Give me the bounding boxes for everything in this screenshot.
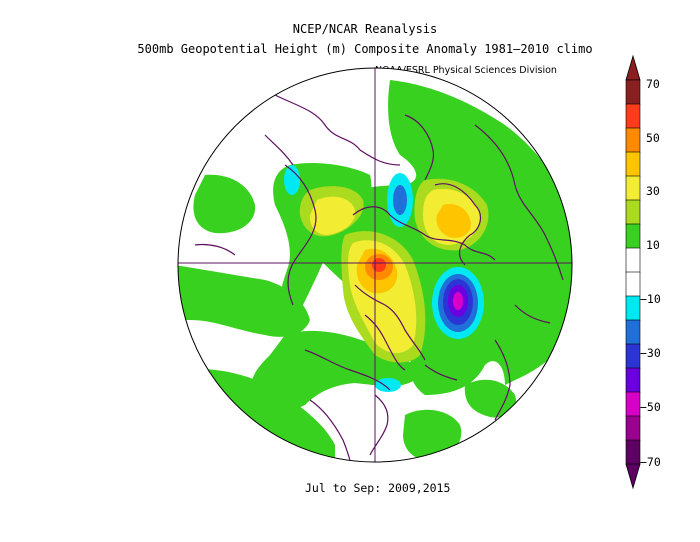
- colorbar-swatch: [625, 127, 641, 153]
- green-anomaly-region: [178, 265, 310, 337]
- magenta-anomaly-region: [453, 292, 463, 310]
- red-anomaly-region: [372, 258, 386, 272]
- cyan-anomaly-region: [284, 165, 300, 195]
- colorbar-tick-label: 70: [646, 77, 660, 91]
- colorbar: [625, 54, 641, 490]
- colorbar-swatch: [625, 367, 641, 393]
- colorbar-swatch: [625, 223, 641, 249]
- credit-label: NOAA/ESRL Physical Sciences Division: [375, 65, 557, 76]
- colorbar-swatch: [625, 271, 641, 297]
- colorbar-tick-label: −50: [640, 400, 661, 414]
- map-title: NCEP/NCAR Reanalysis: [292, 22, 438, 36]
- colorbar-tick-label: 10: [646, 238, 660, 252]
- map-boundary: [177, 67, 573, 463]
- colorbar-min-arrow: [625, 463, 641, 490]
- colorbar-swatch: [625, 319, 641, 345]
- colorbar-swatch: [625, 175, 641, 201]
- gold-anomaly-region: [436, 204, 471, 238]
- yellow-anomaly-region: [309, 196, 356, 235]
- colorbar-swatch: [625, 79, 641, 105]
- colorbar-tick-label: −30: [640, 346, 661, 360]
- period-label: Jul to Sep: 2009,2015: [305, 481, 451, 495]
- polar-map: [177, 67, 573, 463]
- green-anomaly-region: [403, 409, 462, 461]
- colorbar-tick-label: −70: [640, 455, 661, 469]
- colorbar-swatch: [625, 199, 641, 225]
- colorbar-tick-label: −10: [640, 292, 661, 306]
- colorbar-swatch: [625, 247, 641, 273]
- colorbar-tick-label: 50: [646, 131, 660, 145]
- colorbar-swatch: [625, 103, 641, 129]
- colorbar-swatch: [625, 439, 641, 465]
- colorbar-swatch: [625, 151, 641, 177]
- green-anomaly-region: [193, 174, 256, 234]
- green-anomaly-region: [464, 379, 516, 418]
- colorbar-swatch: [625, 295, 641, 321]
- map-subtitle: 500mb Geopotential Height (m) Composite …: [137, 42, 593, 56]
- colorbar-swatch: [625, 391, 641, 417]
- colorbar-max-arrow: [625, 54, 641, 81]
- colorbar-swatch: [625, 343, 641, 369]
- anomaly-field: [178, 68, 572, 462]
- cyan-anomaly-region: [375, 378, 401, 392]
- blue-anomaly-region: [393, 185, 407, 215]
- colorbar-tick-label: 30: [646, 184, 660, 198]
- colorbar-swatch: [625, 415, 641, 441]
